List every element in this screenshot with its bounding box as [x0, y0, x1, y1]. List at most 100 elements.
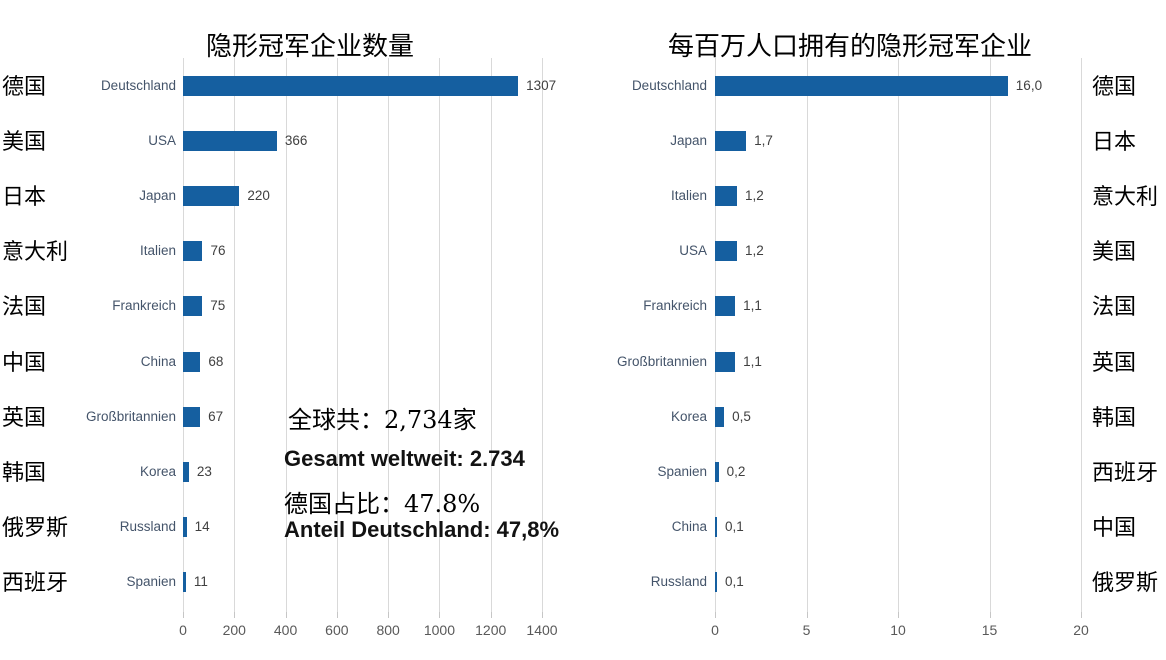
- bar-value-label: 1,1: [743, 353, 762, 369]
- bar-value-label: 14: [194, 518, 210, 534]
- bar: [715, 351, 736, 372]
- country-label-cn: 美国: [2, 130, 47, 156]
- country-label-de: Deutschland: [631, 78, 707, 93]
- bar: [715, 241, 737, 262]
- gridline: [234, 58, 236, 612]
- gridline: [336, 58, 338, 612]
- bar-value-label: 75: [210, 298, 226, 314]
- x-axis-tick-label: 0: [711, 622, 719, 638]
- x-axis-tick-label: 20: [1073, 622, 1089, 638]
- country-label-de: Korea: [139, 463, 176, 479]
- country-label-cn: 美国: [1092, 240, 1137, 266]
- x-axis-tick-label: 1400: [526, 622, 558, 638]
- country-label-cn: 日本: [2, 185, 47, 211]
- country-label-de: Deutschland: [100, 78, 176, 93]
- bar: [715, 571, 717, 592]
- axis-tick-mark: [439, 612, 441, 618]
- axis-tick-mark: [715, 612, 716, 618]
- annotation-total-worldwide-cn: 全球共：2,734家: [288, 406, 477, 434]
- bar: [183, 461, 189, 482]
- bar: [715, 186, 737, 207]
- x-axis-tick-label: 600: [325, 622, 349, 638]
- gridline: [898, 58, 899, 612]
- bar-value-label: 0,2: [726, 463, 746, 479]
- bar: [715, 461, 719, 482]
- axis-tick-mark: [898, 612, 899, 618]
- axis-tick-mark: [1081, 612, 1082, 618]
- country-label-cn: 德国: [2, 75, 47, 100]
- bar-value-label: 68: [208, 353, 224, 369]
- axis-tick-mark: [336, 612, 338, 618]
- annotation-germany-share-cn: 德国占比：47.8%: [284, 490, 481, 518]
- bar-value-label: 76: [210, 243, 226, 259]
- bar: [183, 351, 201, 372]
- country-label-cn: 中国: [1092, 515, 1137, 541]
- country-label-cn: 俄罗斯: [1092, 570, 1159, 596]
- country-label-de: Russland: [119, 518, 176, 534]
- bar-value-label: 11: [193, 573, 208, 589]
- axis-tick-mark: [183, 612, 184, 618]
- gridline: [989, 58, 991, 612]
- x-axis-tick-label: 5: [802, 622, 811, 638]
- gridline: [183, 58, 184, 612]
- bar: [183, 76, 519, 96]
- x-axis-tick-label: 1200: [475, 622, 507, 638]
- country-label-de: Japan: [139, 188, 176, 204]
- bar-value-label: 1,2: [744, 188, 764, 204]
- country-label-de: Spanien: [126, 573, 176, 589]
- country-label-de: USA: [679, 243, 707, 259]
- country-label-cn: 俄罗斯: [2, 515, 69, 541]
- country-label-cn: 意大利: [1092, 185, 1159, 211]
- bar-value-label: 220: [247, 188, 270, 204]
- axis-tick-mark: [542, 612, 543, 618]
- bar-value-label: 1,2: [744, 243, 764, 259]
- bar: [183, 571, 186, 592]
- x-axis-tick-label: 400: [273, 622, 298, 638]
- bar-value-label: 366: [284, 133, 308, 149]
- annotation-total-worldwide-de: Gesamt weltweit: 2.734: [284, 446, 525, 471]
- axis-tick-mark: [989, 612, 991, 618]
- gridline: [1081, 58, 1082, 612]
- country-label-cn: 英国: [2, 405, 47, 431]
- country-label-de: Korea: [670, 408, 707, 424]
- country-label-de: Großbritannien: [616, 353, 707, 369]
- country-label-cn: 中国: [2, 350, 47, 376]
- x-axis-tick-label: 15: [981, 622, 998, 638]
- axis-tick-mark: [490, 612, 492, 618]
- country-label-de: Spanien: [657, 463, 707, 479]
- country-label-de: Italien: [139, 243, 176, 259]
- country-label-cn: 德国: [1092, 75, 1137, 100]
- country-label-de: Japan: [670, 133, 707, 149]
- x-axis-tick-label: 0: [179, 622, 187, 638]
- bar-value-label: 67: [208, 408, 224, 424]
- chart-title-per-million: 每百万人口拥有的隐形冠军企业: [667, 32, 1032, 62]
- chart-title-count: 隐形冠军企业数量: [205, 32, 414, 62]
- country-label-cn: 日本: [1092, 130, 1137, 156]
- country-label-cn: 西班牙: [2, 570, 69, 596]
- x-axis-tick-label: 800: [376, 622, 400, 638]
- bar: [715, 296, 736, 317]
- bar-value-label: 16,0: [1015, 78, 1043, 93]
- gridline: [715, 58, 716, 612]
- country-label-cn: 英国: [1092, 350, 1137, 376]
- bar: [183, 406, 201, 427]
- country-label-de: Italien: [670, 188, 707, 204]
- bar: [715, 76, 1008, 96]
- country-label-de: China: [140, 353, 176, 369]
- bar: [183, 296, 203, 317]
- country-label-de: Russland: [650, 573, 707, 589]
- bar-value-label: 1,1: [743, 298, 762, 314]
- x-axis-tick-label: 10: [890, 622, 906, 638]
- gridline: [806, 58, 808, 612]
- bar: [715, 131, 747, 152]
- country-label-cn: 韩国: [2, 460, 47, 486]
- country-label-de: Großbritannien: [85, 408, 176, 424]
- bar: [183, 131, 277, 152]
- country-label-cn: 西班牙: [1092, 460, 1159, 486]
